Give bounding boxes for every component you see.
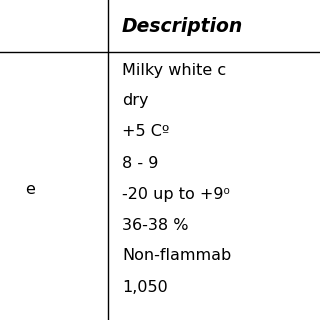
Text: +5 Cº: +5 Cº (122, 124, 169, 140)
Text: 8 - 9: 8 - 9 (122, 156, 158, 171)
Text: -20 up to +9⁰: -20 up to +9⁰ (122, 187, 230, 202)
Text: 36-38 %: 36-38 % (122, 218, 188, 233)
Text: Non-flammab: Non-flammab (122, 249, 231, 263)
Text: Milky white c: Milky white c (122, 62, 226, 77)
Text: e: e (25, 182, 35, 197)
Text: 1,050: 1,050 (122, 279, 168, 294)
Text: dry: dry (122, 93, 148, 108)
Text: Description: Description (122, 17, 243, 36)
